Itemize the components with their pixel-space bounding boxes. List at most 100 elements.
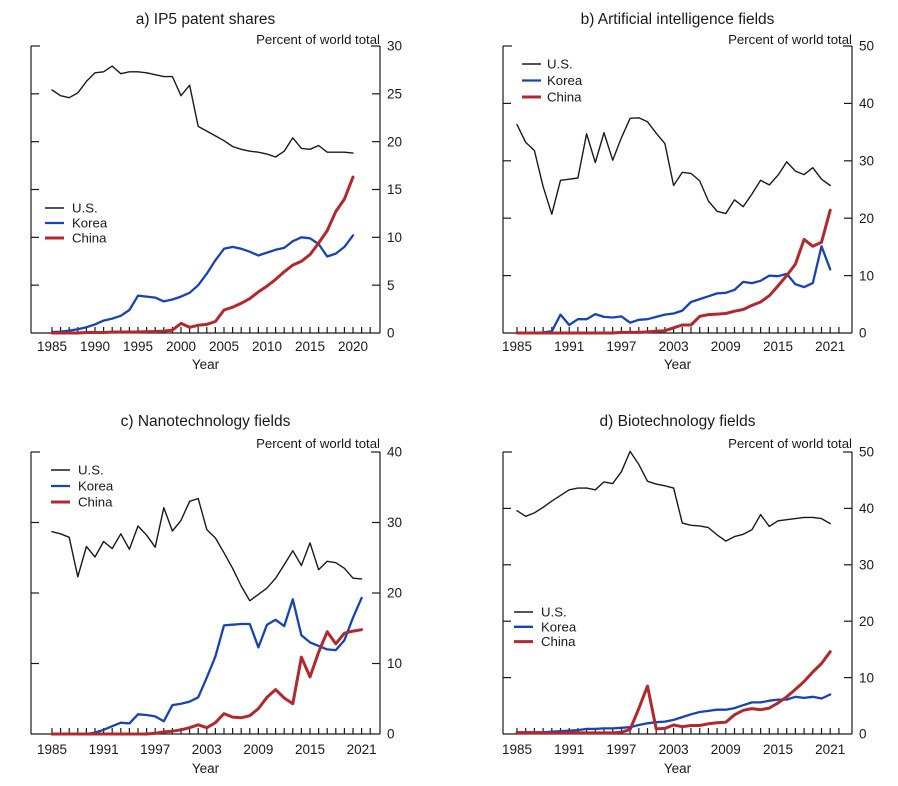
legend-label-china: China xyxy=(72,231,107,246)
y-tick-label: 0 xyxy=(387,326,395,341)
x-tick-label: 2009 xyxy=(711,339,741,354)
line-us xyxy=(516,450,831,542)
y-tick-label: 0 xyxy=(859,727,867,742)
line-us xyxy=(51,65,354,158)
legend-label-china: China xyxy=(78,495,113,510)
x-tick-label: 1991 xyxy=(554,742,584,757)
x-tick-label: 1985 xyxy=(502,742,532,757)
legend-label-us: U.S. xyxy=(72,201,98,216)
legend-label-china: China xyxy=(541,634,576,649)
line-china xyxy=(50,175,355,335)
x-tick-label: 2020 xyxy=(338,339,368,354)
line-china xyxy=(515,208,832,335)
legend-label-korea: Korea xyxy=(541,619,577,634)
axes xyxy=(502,451,853,735)
x-tick-label: 2015 xyxy=(295,339,325,354)
y-tick-label: 50 xyxy=(859,39,874,54)
y-tick-label: 40 xyxy=(859,501,874,516)
y-tick-label: 0 xyxy=(387,727,395,742)
x-axis-title: Year xyxy=(664,357,692,372)
y-tick-label: 40 xyxy=(387,445,402,460)
y-tick-label: 40 xyxy=(859,96,874,111)
x-tick-label: 1991 xyxy=(554,339,584,354)
x-tick-label: 1995 xyxy=(123,339,153,354)
panel-title: c) Nanotechnology fields xyxy=(121,413,291,430)
axes xyxy=(30,451,381,735)
y-tick-label: 15 xyxy=(387,182,402,197)
y-tick-label: 25 xyxy=(387,87,402,102)
x-tick-label: 2009 xyxy=(711,742,741,757)
line-korea xyxy=(50,596,363,736)
line-us xyxy=(51,497,363,602)
x-tick-label: 2003 xyxy=(659,339,689,354)
panel-title: a) IP5 patent shares xyxy=(136,11,276,28)
legend-label-korea: Korea xyxy=(547,73,583,88)
chart-ip5-patent-shares: a) IP5 patent shares Percent of world tot… xyxy=(30,11,402,372)
y-tick-label: 20 xyxy=(387,586,402,601)
x-tick-label: 1985 xyxy=(37,742,67,757)
x-tick-label: 2015 xyxy=(763,742,793,757)
x-tick-label: 2021 xyxy=(815,742,845,757)
legend-label-us: U.S. xyxy=(78,463,104,478)
y-tick-label: 10 xyxy=(387,230,402,245)
legend-label-us: U.S. xyxy=(547,57,573,72)
line-korea xyxy=(50,234,355,334)
x-tick-label: 1997 xyxy=(606,339,636,354)
y-tick-label: 20 xyxy=(859,614,874,629)
line-korea xyxy=(515,693,832,734)
y-tick-label: 0 xyxy=(859,326,867,341)
y-tick-label: 30 xyxy=(859,154,874,169)
chart-nanotechnology-fields: c) Nanotechnology fields Percent of world… xyxy=(30,413,402,776)
y-tick-label: 10 xyxy=(387,656,402,671)
unit-label: Percent of world total xyxy=(728,32,852,47)
x-tick-label: 2021 xyxy=(815,339,845,354)
x-tick-label: 1991 xyxy=(89,742,119,757)
x-axis-title: Year xyxy=(192,357,220,372)
x-tick-label: 1997 xyxy=(606,742,636,757)
x-axis-title: Year xyxy=(192,761,220,776)
x-tick-label: 2009 xyxy=(243,742,273,757)
line-korea xyxy=(515,245,832,335)
x-tick-label: 2015 xyxy=(295,742,325,757)
x-tick-label: 2003 xyxy=(659,742,689,757)
y-tick-label: 50 xyxy=(859,445,874,460)
x-tick-label: 1997 xyxy=(140,742,170,757)
chart-biotechnology-fields: d) Biotechnology fields Percent of world … xyxy=(502,413,874,776)
y-tick-label: 10 xyxy=(859,268,874,283)
legend-label-us: U.S. xyxy=(541,605,567,620)
x-tick-label: 1985 xyxy=(502,339,532,354)
x-tick-label: 2010 xyxy=(252,339,282,354)
y-tick-label: 5 xyxy=(387,278,395,293)
y-tick-label: 30 xyxy=(387,515,402,530)
unit-label: Percent of world total xyxy=(256,32,380,47)
legend-label-korea: Korea xyxy=(72,216,108,231)
unit-label: Percent of world total xyxy=(728,436,852,451)
y-tick-label: 20 xyxy=(859,211,874,226)
line-us xyxy=(516,117,831,215)
x-axis-title: Year xyxy=(664,761,692,776)
x-tick-label: 2015 xyxy=(763,339,793,354)
x-tick-label: 2000 xyxy=(166,339,196,354)
x-tick-label: 2005 xyxy=(209,339,239,354)
panel-title: d) Biotechnology fields xyxy=(600,413,756,430)
line-china xyxy=(50,628,364,736)
legend-label-korea: Korea xyxy=(78,479,114,494)
y-tick-label: 10 xyxy=(859,670,874,685)
legend: U.S.Korea China xyxy=(522,57,583,105)
line-china xyxy=(515,650,832,735)
x-tick-label: 1985 xyxy=(37,339,67,354)
legend-label-china: China xyxy=(547,90,582,105)
x-tick-label: 2003 xyxy=(192,742,222,757)
y-tick-label: 20 xyxy=(387,134,402,149)
axes xyxy=(30,45,381,334)
chart-artificial-intelligence-fields: b) Artificial intelligence fields Percent… xyxy=(502,11,874,372)
unit-label: Percent of world total xyxy=(256,436,380,451)
y-tick-label: 30 xyxy=(859,558,874,573)
y-tick-label: 30 xyxy=(387,39,402,54)
panel-title: b) Artificial intelligence fields xyxy=(581,11,775,28)
x-tick-label: 2021 xyxy=(347,742,377,757)
